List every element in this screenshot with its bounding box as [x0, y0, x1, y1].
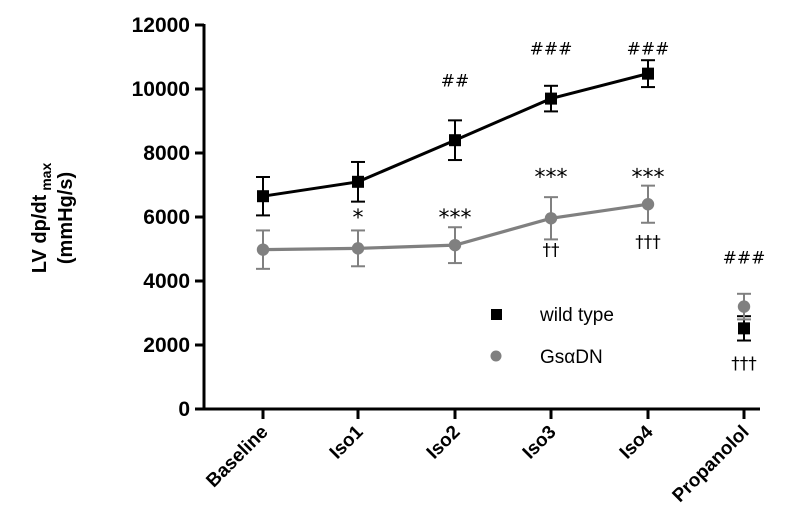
data-point: [737, 300, 751, 313]
annotation-hash: ###: [530, 39, 573, 59]
legend: wild type GsαDN: [490, 305, 614, 368]
y-tick-label: 0: [178, 398, 190, 421]
series-layer: [256, 59, 751, 342]
y-axis-label-line1: LV dp/dtmax: [29, 163, 54, 274]
annotation-hash: ##: [441, 71, 470, 91]
y-tick-label: 10000: [132, 78, 190, 101]
x-tick-label: Iso4: [616, 421, 658, 463]
data-point: [545, 92, 557, 105]
annotation-dagger: †††: [731, 354, 757, 374]
series-wild-type: [256, 59, 751, 342]
legend-marker-wild-type: [491, 309, 502, 320]
y-ticks: 0 2000 4000 6000 8000 10000 12000: [132, 14, 204, 421]
data-point: [641, 198, 655, 211]
x-tick-label: Baseline: [202, 422, 272, 492]
data-point: [642, 67, 654, 80]
y-tick-label: 2000: [143, 334, 190, 357]
data-point: [352, 175, 364, 188]
x-tick-label: Iso2: [423, 422, 465, 464]
x-tick-label: Iso1: [326, 421, 368, 463]
annotation-hash: ###: [723, 248, 766, 268]
legend-label-gsadn: GsαDN: [540, 347, 603, 368]
data-point: [448, 238, 462, 252]
annotation-star: *: [353, 206, 364, 231]
annotations: ##### ######* ****** ***†† ††††††: [353, 39, 766, 374]
x-ticks: Baseline Iso1 Iso2 Iso3 Iso4 Propanolol: [202, 409, 754, 507]
y-axis-label-line2: (mmHg/s): [55, 172, 77, 264]
axes: [202, 24, 760, 411]
legend-marker-gsadn: [490, 350, 502, 362]
y-tick-label: 6000: [143, 206, 190, 229]
annotation-star: ***: [439, 206, 472, 231]
annotation-dagger: †††: [635, 232, 661, 252]
y-tick-label: 8000: [143, 142, 190, 165]
y-axis-label: LV dp/dtmax (mmHg/s): [29, 163, 77, 274]
annotation-star: ***: [535, 165, 568, 190]
data-point: [257, 190, 269, 203]
series-gsadn: [256, 184, 751, 321]
annotation-star: ***: [632, 165, 665, 190]
data-point: [351, 242, 365, 255]
annotation-hash: ###: [627, 39, 670, 59]
legend-label-wild-type: wild type: [539, 305, 614, 326]
data-point: [738, 322, 750, 335]
x-tick-label: Propanolol: [669, 422, 754, 507]
data-point: [256, 243, 270, 256]
annotation-dagger: ††: [543, 240, 561, 260]
x-tick-label: Iso3: [519, 422, 561, 464]
y-tick-label: 4000: [143, 270, 190, 293]
data-point: [449, 134, 461, 147]
data-point: [544, 212, 558, 225]
y-tick-label: 12000: [132, 14, 190, 37]
